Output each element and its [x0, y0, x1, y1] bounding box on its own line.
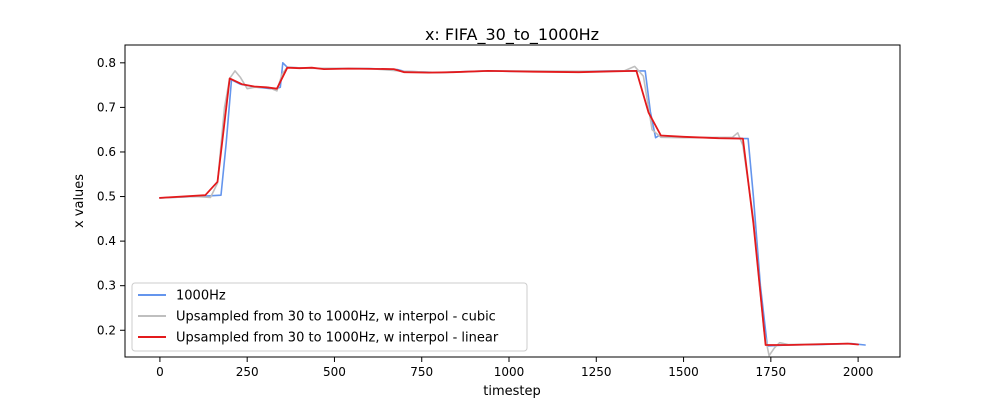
x-tick-label: 1500 [668, 365, 699, 379]
x-axis-label: timestep [483, 384, 541, 399]
y-tick-label: 0.6 [97, 145, 116, 159]
x-tick-label: 1750 [756, 365, 787, 379]
x-tick-label: 1000 [494, 365, 525, 379]
chart-title: x: FIFA_30_to_1000Hz [425, 25, 599, 45]
legend-box [131, 282, 528, 352]
y-axis-ticks: 0.2 0.3 0.4 0.5 0.6 0.7 0.8 [97, 56, 125, 337]
y-axis-label: x values [72, 174, 87, 228]
x-tick-label: 500 [323, 365, 346, 379]
legend-label: Upsampled from 30 to 1000Hz, w interpol … [176, 331, 499, 346]
x-tick-label: 250 [236, 365, 259, 379]
x-tick-label: 0 [156, 365, 164, 379]
y-tick-label: 0.2 [97, 323, 116, 337]
x-tick-label: 750 [410, 365, 433, 379]
y-tick-label: 0.5 [97, 190, 116, 204]
x-tick-label: 2000 [843, 365, 874, 379]
plot-frame [124, 44, 901, 358]
x-tick-label: 1250 [581, 365, 612, 379]
series-layer [158, 61, 866, 357]
legend-label: 1000Hz [176, 289, 226, 304]
y-tick-label: 0.4 [97, 234, 116, 248]
x-axis-ticks: 0 250 500 750 1000 1250 1500 1750 2000 [156, 357, 873, 379]
series-line-linear [158, 66, 859, 346]
y-tick-label: 0.8 [97, 56, 116, 70]
y-tick-label: 0.7 [97, 100, 116, 114]
legend: 1000Hz Upsampled from 30 to 1000Hz, w int… [131, 282, 528, 352]
y-tick-label: 0.3 [97, 279, 116, 293]
legend-label: Upsampled from 30 to 1000Hz, w interpol … [176, 310, 496, 325]
